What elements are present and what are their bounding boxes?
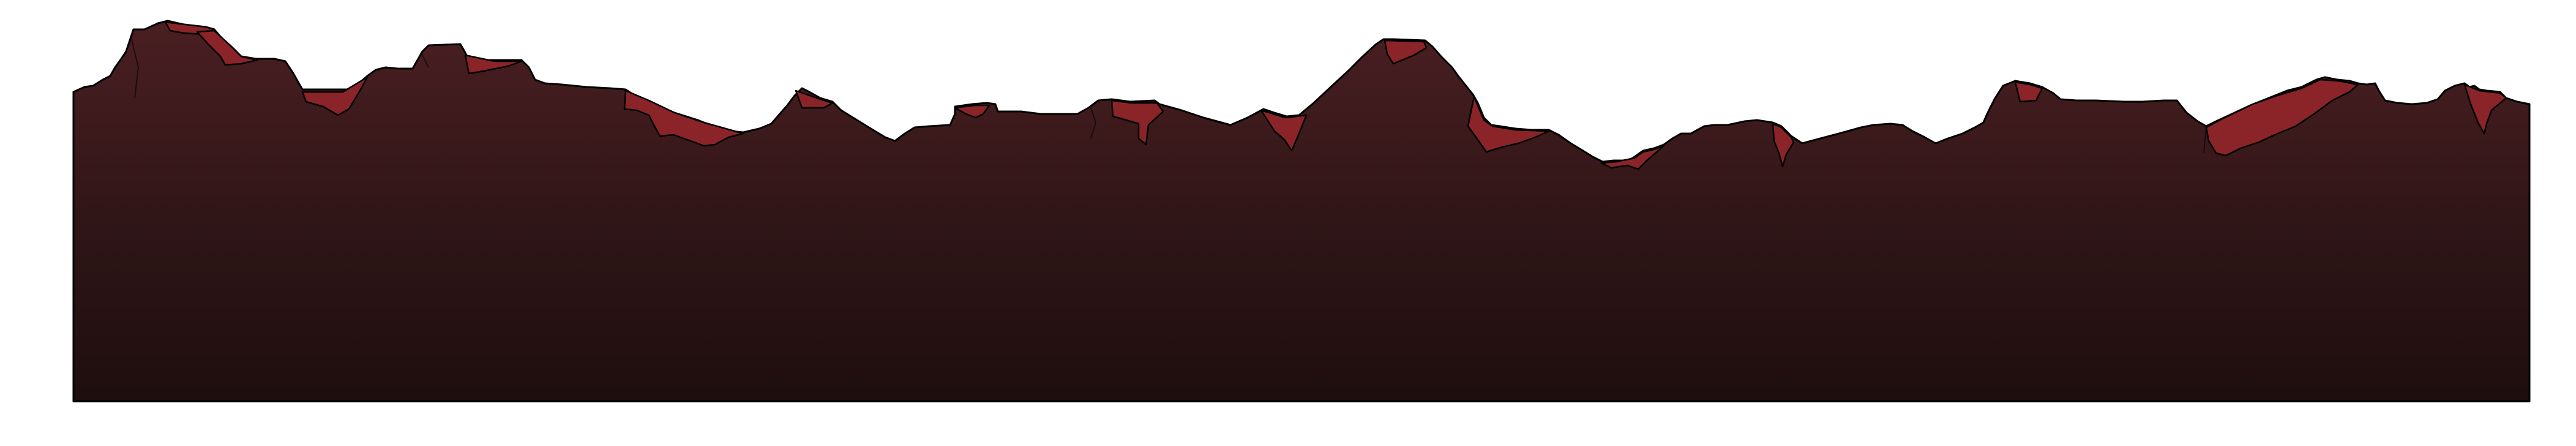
- crease-line: [1469, 96, 1475, 117]
- highlight-facet: [301, 76, 369, 116]
- highlight-facet: [2463, 83, 2507, 135]
- rock-highlights: [164, 21, 2507, 170]
- highlight-facet: [795, 89, 834, 109]
- highlight-facet: [1467, 96, 1550, 153]
- crease-line: [130, 36, 140, 99]
- highlight-facet: [1260, 109, 1308, 152]
- crease-line: [1090, 107, 1097, 139]
- crease-line: [2203, 126, 2207, 154]
- terrain-ridge: [72, 20, 2531, 403]
- highlight-facet: [954, 104, 990, 119]
- highlight-facet: [1383, 39, 1428, 65]
- rock-crease-lines: [130, 36, 2207, 154]
- highlight-facet: [1772, 123, 1795, 168]
- highlight-facet: [196, 29, 258, 66]
- highlight-facet: [2205, 78, 2359, 157]
- highlight-facet: [1110, 99, 1164, 146]
- crease-line: [421, 52, 429, 68]
- highlight-facet: [1600, 145, 1665, 170]
- highlight-facet: [464, 54, 523, 75]
- highlight-facet: [623, 89, 744, 147]
- highlight-facet: [2014, 81, 2043, 103]
